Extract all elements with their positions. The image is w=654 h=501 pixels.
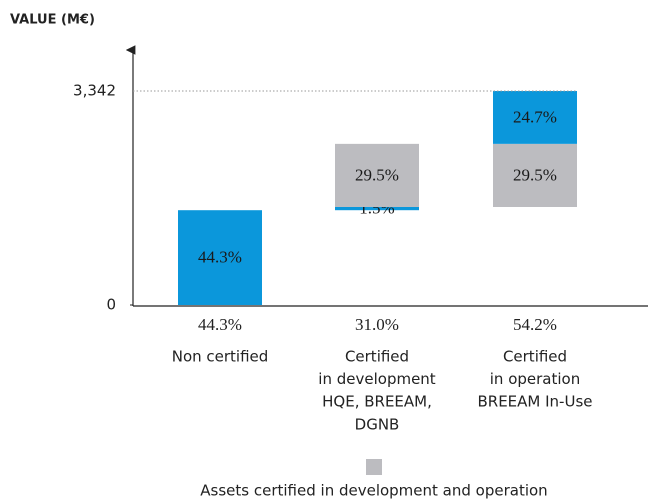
category-label: Certified [345,348,409,366]
segment-label: 44.3% [198,248,242,267]
y-tick-label: 3,342 [73,82,116,100]
category-label: Non certified [172,348,269,366]
y-tick-label: 0 [106,296,116,314]
category-label: in operation [490,370,580,388]
category-label: BREEAM In-Use [477,393,592,411]
bar-segment [493,143,577,207]
total-label: 44.3% [198,315,242,334]
bar-segment [178,210,262,305]
bar-segment [493,91,577,144]
segment-label: 24.7% [513,107,557,126]
category-label: HQE, BREEAM, [322,393,432,411]
total-label: 31.0% [355,315,399,334]
category-label: DGNB [355,415,400,433]
category-label: in development [318,370,436,388]
legend-swatch [366,459,382,475]
category-label: Certified [503,348,567,366]
axis-title: VALUE (M€) [10,13,95,28]
bar-segment [335,143,419,207]
segment-label: 29.5% [513,165,557,184]
legend-label: Assets certified in development and oper… [200,482,547,500]
total-label: 54.2% [513,315,557,334]
bar-segment [335,206,419,211]
segment-label: 29.5% [355,165,399,184]
